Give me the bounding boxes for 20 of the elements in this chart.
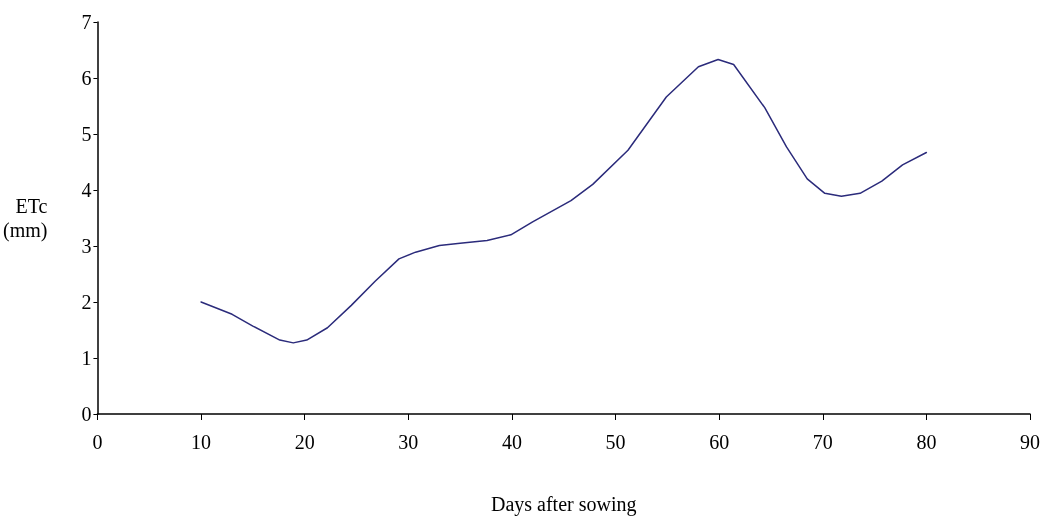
x-tick-label: 40 xyxy=(501,431,522,453)
y-tick-label: 6 xyxy=(81,67,92,89)
x-tick-label: 80 xyxy=(916,431,937,453)
y-tick-label: 0 xyxy=(81,403,92,425)
y-axis-title: ETc (mm) xyxy=(3,195,48,242)
x-tick-label: 90 xyxy=(1020,431,1040,453)
y-tick-label: 3 xyxy=(81,235,92,257)
x-tick-label: 60 xyxy=(709,431,730,453)
y-tick-label: 1 xyxy=(81,347,92,369)
x-axis-title: Days after sowing xyxy=(490,493,637,516)
x-tick-label: 30 xyxy=(398,431,419,453)
y-tick-label: 2 xyxy=(81,291,92,313)
y-tick-label: 5 xyxy=(81,123,92,145)
x-tick-label: 20 xyxy=(294,431,315,453)
x-tick-label: 70 xyxy=(812,431,833,453)
x-tick-label: 50 xyxy=(605,431,626,453)
line-series xyxy=(200,58,928,344)
x-tick-label: 10 xyxy=(191,431,212,453)
y-tick-label: 7 xyxy=(81,11,92,33)
y-tick-label: 4 xyxy=(81,179,92,201)
